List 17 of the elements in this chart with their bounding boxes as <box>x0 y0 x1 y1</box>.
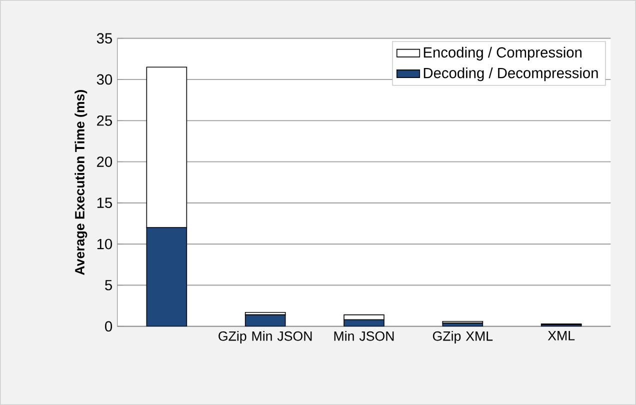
bar <box>146 227 188 326</box>
bar <box>245 314 286 326</box>
legend-label: Encoding / Compression <box>424 46 582 60</box>
y-tick-label: 0 <box>105 321 112 332</box>
y-tick-label: 15 <box>97 198 112 208</box>
y-axis-title: Average Execution Time (ms) <box>74 90 88 275</box>
y-tick-label: 10 <box>97 238 112 250</box>
x-tick-label: Min JSON <box>334 331 394 341</box>
y-tick-label: 20 <box>97 156 112 167</box>
x-tick-label: GZip Min JSON <box>218 331 312 344</box>
y-tick-label: 25 <box>97 115 112 126</box>
x-tick-label: XML <box>548 331 575 340</box>
y-tick-label: 35 <box>96 33 112 44</box>
x-tick-label: GZip XML <box>432 331 493 344</box>
y-tick-label: 30 <box>96 74 112 85</box>
legend-label: Decoding / Decompression <box>424 67 598 82</box>
y-tick-label: 5 <box>105 280 112 290</box>
